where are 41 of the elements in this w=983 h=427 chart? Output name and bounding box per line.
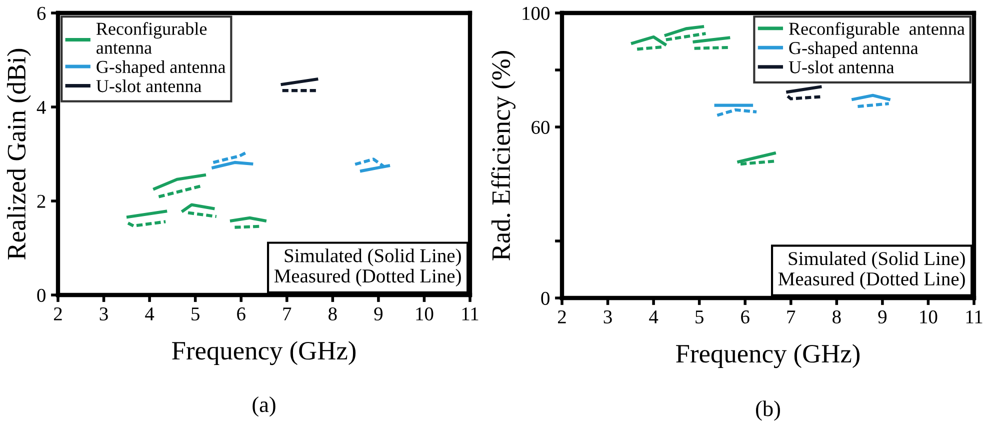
annotation: Simulated (Solid Line) Measured (Dotted Line) [274, 248, 461, 287]
y-tick-label: 4 [36, 100, 46, 114]
x-tick-label: 9 [878, 310, 887, 324]
y-tick-label: 0 [37, 288, 46, 302]
annotation: Simulated (Solid Line) Measured (Dotted Line) [778, 251, 965, 290]
y-tick-label: 60 [532, 120, 550, 134]
legend-label: G-shaped antenna [789, 41, 918, 58]
y-tick-label: 6 [37, 6, 46, 20]
x-tick-label: 3 [604, 310, 612, 324]
text: (b) [756, 400, 780, 421]
x-tick-label: 4 [649, 310, 658, 324]
x-tick-label: 6 [741, 310, 750, 324]
x-tick-label: 7 [283, 308, 292, 320]
x-tick-label: 10 [920, 310, 938, 324]
x-tick-label: 2 [54, 307, 62, 320]
legend-label: G-shaped antenna [96, 60, 226, 77]
x-tick-label: 11 [966, 310, 982, 324]
x-tick-label: 8 [328, 307, 337, 320]
x-tick-label: 5 [696, 310, 704, 324]
x-tick-label: 3 [100, 307, 108, 320]
legend-label: Reconfigurable antenna [789, 22, 965, 39]
y-tick-label: 100 [522, 6, 550, 20]
x-tick-label: 10 [416, 307, 434, 320]
legend-label: U-slot antenna [788, 60, 894, 74]
x-tick-label: 5 [192, 308, 200, 320]
x-axis-title: Frequency (GHz) [676, 344, 860, 368]
y-tick-label: 2 [37, 194, 46, 208]
x-axis-title: Frequency (GHz) [172, 341, 356, 366]
x-tick-label: 2 [558, 310, 566, 324]
x-tick-label: 7 [787, 310, 796, 324]
x-tick-label: 4 [145, 308, 154, 320]
x-tick-label: 11 [462, 307, 478, 320]
y-axis-title: Realized Gain (dBi) [6, 48, 31, 260]
legend-label: U-slot antenna [96, 80, 202, 92]
text: (a) [252, 396, 276, 417]
x-tick-label: 9 [374, 307, 383, 320]
y-tick-label: 0 [541, 292, 550, 305]
x-tick-label: 6 [237, 307, 246, 320]
y-axis-title: Rad. Efficiency (%) [491, 51, 516, 260]
x-tick-label: 8 [832, 310, 841, 324]
legend-label: Reconfigurable antenna [96, 22, 207, 54]
